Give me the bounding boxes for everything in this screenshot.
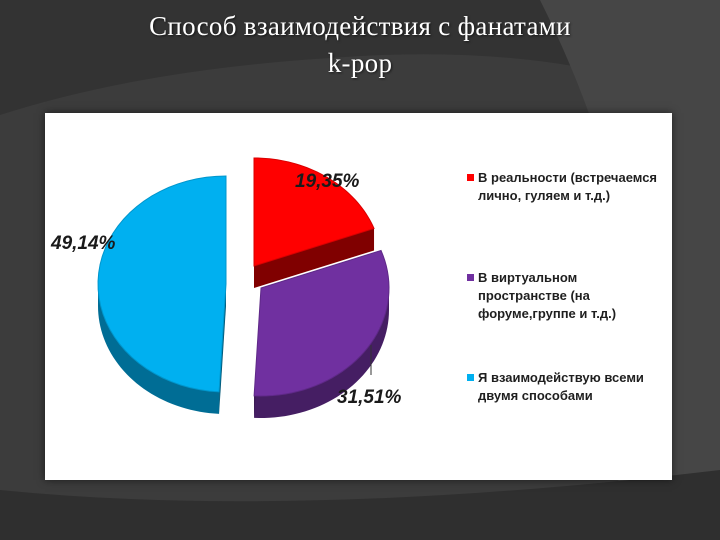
slide-title-line1: Способ взаимодействия с фанатами <box>149 11 571 41</box>
legend-swatch-both <box>467 374 474 381</box>
slide-title-line2: k-pop <box>327 48 393 78</box>
pie-cut-face <box>254 228 375 288</box>
pie-side-wall <box>98 284 220 414</box>
pie-chart: 19,35% 31,51% 49,14% <box>50 157 402 418</box>
legend-label-virtual: В виртуальном пространстве (на форуме,гр… <box>478 270 617 321</box>
legend-item-virtual: В виртуальном пространстве (на форуме,гр… <box>467 269 667 323</box>
legend-swatch-reality <box>467 174 474 181</box>
legend-item-reality: В реальности (встречаемся лично, гуляем … <box>467 169 667 205</box>
legend-label-both: Я взаимодействую всеми двумя способами <box>478 370 644 403</box>
data-label-reality: 19,35% <box>295 171 360 192</box>
legend-swatch-virtual <box>467 274 474 281</box>
legend-label-reality: В реальности (встречаемся лично, гуляем … <box>478 170 658 203</box>
pie-slice-both-top <box>97 175 227 393</box>
pie-side-wall <box>254 288 389 418</box>
pie-slice-reality <box>254 228 375 288</box>
pie-tops <box>97 157 390 397</box>
data-label-virtual: 31,51% <box>337 387 402 408</box>
data-label-both: 49,14% <box>50 233 116 254</box>
chart-area: 19,35% 31,51% 49,14% В реальности (встреча… <box>45 113 672 480</box>
pie-slice-virtual-top <box>253 249 390 397</box>
legend-item-both: Я взаимодействую всеми двумя способами <box>467 369 667 405</box>
slide-title: Способ взаимодействия с фанатами k-pop <box>0 8 720 82</box>
pie-slice-reality-top <box>253 157 375 267</box>
